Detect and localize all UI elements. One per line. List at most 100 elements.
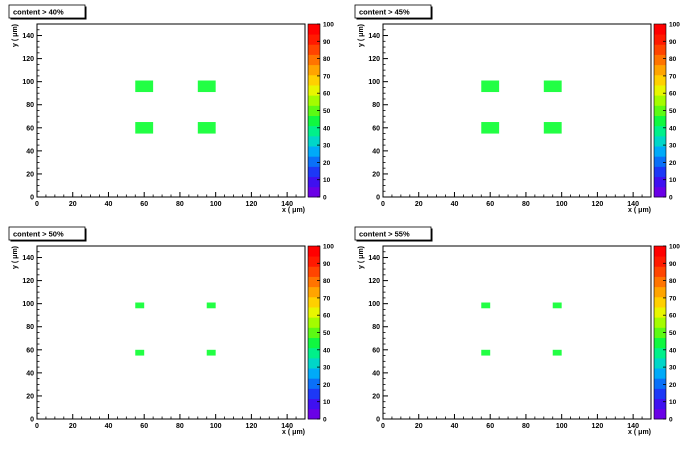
colorbar-segment — [654, 327, 666, 338]
y-tick-label: 80 — [372, 102, 380, 109]
colorbar-segment — [308, 307, 320, 318]
colorbar-tick-label: 0 — [323, 417, 327, 424]
colorbar-segment — [654, 398, 666, 410]
colorbar-tick-label: 0 — [669, 195, 673, 202]
y-tick-label: 80 — [26, 324, 34, 331]
heatmap-cell-2 — [552, 302, 562, 309]
colorbar-segment — [308, 378, 320, 389]
heatmap-cell-3 — [481, 349, 491, 356]
y-tick-label: 20 — [26, 393, 34, 400]
y-tick-label: 20 — [26, 171, 34, 178]
heatmap-cell-1 — [481, 302, 491, 309]
colorbar-tick-label: 100 — [323, 244, 334, 251]
colorbar-segment — [654, 286, 666, 298]
colorbar-tick-label: 90 — [669, 261, 677, 268]
colorbar-segment — [308, 64, 320, 76]
colorbar-segment — [654, 276, 666, 288]
colorbar-segment — [308, 54, 320, 66]
x-tick-label: 100 — [556, 423, 568, 430]
y-tick-label: 80 — [26, 102, 34, 109]
colorbar-segment — [654, 146, 666, 157]
y-tick-label: 20 — [372, 171, 380, 178]
colorbar-segment — [308, 408, 320, 420]
x-tick-label: 20 — [415, 201, 423, 208]
colorbar-segment — [308, 186, 320, 198]
colorbar-segment — [308, 398, 320, 410]
y-tick-label: 0 — [30, 417, 34, 424]
x-tick-label: 80 — [176, 423, 184, 430]
x-tick-label: 60 — [140, 201, 148, 208]
colorbar-tick-label: 60 — [323, 91, 331, 98]
colorbar-tick-label: 100 — [669, 244, 680, 251]
colorbar-segment — [654, 337, 666, 349]
colorbar-segment — [308, 347, 320, 359]
y-tick-label: 120 — [22, 56, 34, 63]
colorbar-tick-label: 40 — [669, 347, 677, 354]
heatmap-cell-2 — [206, 302, 216, 309]
colorbar-tick-label: 50 — [323, 330, 331, 337]
colorbar-tick-label: 20 — [323, 160, 331, 167]
colorbar-segment — [654, 317, 666, 328]
colorbar-segment — [654, 64, 666, 76]
colorbar-tick-label: 70 — [669, 295, 677, 302]
colorbar-segment — [654, 186, 666, 198]
colorbar-segment — [654, 54, 666, 66]
colorbar-tick-label: 10 — [669, 399, 677, 406]
colorbar-segment — [308, 44, 320, 55]
x-tick-label: 120 — [592, 423, 604, 430]
colorbar-tick-label: 0 — [323, 195, 327, 202]
x-tick-label: 80 — [522, 201, 530, 208]
heatmap-cell-4 — [206, 349, 216, 356]
colorbar-tick-label: 70 — [669, 73, 677, 80]
y-tick-label: 40 — [26, 148, 34, 155]
heatmap-cell-4 — [543, 122, 562, 134]
x-tick-label: 120 — [592, 201, 604, 208]
x-tick-label: 0 — [381, 423, 385, 430]
colorbar-segment — [308, 388, 320, 400]
y-tick-label: 80 — [372, 324, 380, 331]
y-tick-label: 0 — [376, 195, 380, 202]
colorbar-segment — [308, 135, 320, 147]
title-box — [8, 226, 86, 241]
colorbar-segment — [308, 156, 320, 167]
heatmap-cell-1 — [135, 302, 145, 309]
colorbar-tick-label: 60 — [669, 91, 677, 98]
colorbar-tick-label: 50 — [669, 330, 677, 337]
colorbar-tick-label: 80 — [323, 56, 331, 63]
colorbar-tick-label: 50 — [669, 108, 677, 115]
colorbar-segment — [654, 408, 666, 420]
colorbar-tick-label: 90 — [669, 39, 677, 46]
y-tick-label: 40 — [372, 370, 380, 377]
y-tick-label: 100 — [22, 301, 34, 308]
chart-title: content > 50% — [13, 230, 64, 239]
y-tick-label: 100 — [368, 79, 380, 86]
colorbar-segment — [654, 266, 666, 277]
x-tick-label: 140 — [281, 201, 293, 208]
colorbar-tick-label: 60 — [323, 313, 331, 320]
y-tick-label: 60 — [372, 125, 380, 132]
title-box — [354, 4, 432, 19]
heatmap-cell-3 — [135, 122, 154, 134]
colorbar-tick-label: 20 — [323, 382, 331, 389]
y-tick-label: 140 — [368, 33, 380, 40]
colorbar-segment — [654, 74, 666, 86]
y-tick-label: 40 — [372, 148, 380, 155]
colorbar-segment — [654, 246, 666, 257]
colorbar-tick-label: 20 — [669, 382, 677, 389]
colorbar-tick-label: 70 — [323, 295, 331, 302]
x-tick-label: 20 — [69, 201, 77, 208]
x-tick-label: 40 — [451, 201, 459, 208]
y-tick-label: 0 — [376, 417, 380, 424]
y-tick-label: 0 — [30, 195, 34, 202]
colorbar-segment — [654, 125, 666, 137]
y-tick-label: 120 — [368, 56, 380, 63]
colorbar-segment — [654, 388, 666, 400]
colorbar-segment — [654, 34, 666, 45]
x-tick-label: 60 — [486, 201, 494, 208]
x-tick-label: 20 — [415, 423, 423, 430]
colorbar-tick-label: 100 — [323, 22, 334, 29]
colorbar-segment — [308, 166, 320, 178]
